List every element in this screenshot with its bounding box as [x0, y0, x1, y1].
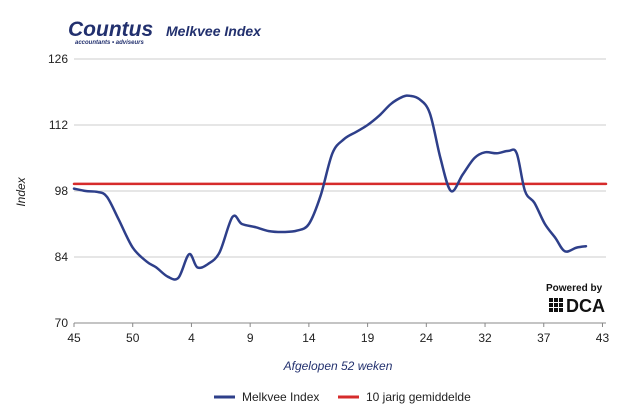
- y-tick-label: 84: [55, 250, 69, 264]
- y-tick-label: 98: [55, 184, 69, 198]
- legend-label: Melkvee Index: [242, 390, 319, 404]
- y-tick-label: 126: [48, 52, 68, 66]
- brand-tagline: accountants • adviseurs: [75, 40, 144, 46]
- melkvee-index-line: [72, 94, 588, 281]
- dca-logo-text: DCA: [566, 296, 605, 316]
- y-tick-label: 70: [55, 316, 69, 330]
- x-tick-label: 45: [67, 331, 81, 345]
- x-tick-label: 32: [478, 331, 492, 345]
- chart-title: Melkvee Index: [166, 23, 262, 39]
- x-tick-label: 24: [420, 331, 434, 345]
- x-tick-label: 37: [537, 331, 551, 345]
- powered-by-label: Powered by: [546, 283, 603, 294]
- x-tick-label: 19: [361, 331, 375, 345]
- brand-name: Countus: [68, 18, 153, 41]
- x-tick-label: 43: [596, 331, 610, 345]
- legend-item-10-jarig-gemiddelde: 10 jarig gemiddelde: [338, 390, 471, 404]
- legend-item-melkvee-index: Melkvee Index: [214, 390, 319, 404]
- x-tick-label: 14: [302, 331, 316, 345]
- x-tick-label: 50: [126, 331, 140, 345]
- chart-legend: Melkvee Index 10 jarig gemiddelde: [214, 390, 471, 404]
- x-axis-label: Afgelopen 52 weken: [283, 359, 393, 373]
- x-axis-ticks: 45 50 4 9 14 19 24 32 37 43: [67, 323, 609, 345]
- powered-by-dca-logo: Powered by DCA: [546, 283, 605, 316]
- y-tick-label: 112: [49, 118, 68, 132]
- x-tick-label: 4: [188, 331, 195, 345]
- brand-logo: Countus accountants • adviseurs: [68, 18, 153, 46]
- chart-series: [72, 94, 608, 281]
- chart-grid: [74, 58, 606, 324]
- legend-label: 10 jarig gemiddelde: [366, 390, 471, 404]
- x-tick-label: 9: [247, 331, 254, 345]
- y-axis-label: Index: [14, 176, 28, 206]
- y-axis-ticks: 70 84 98 112 126: [48, 52, 68, 330]
- dca-grid-icon: [549, 298, 563, 312]
